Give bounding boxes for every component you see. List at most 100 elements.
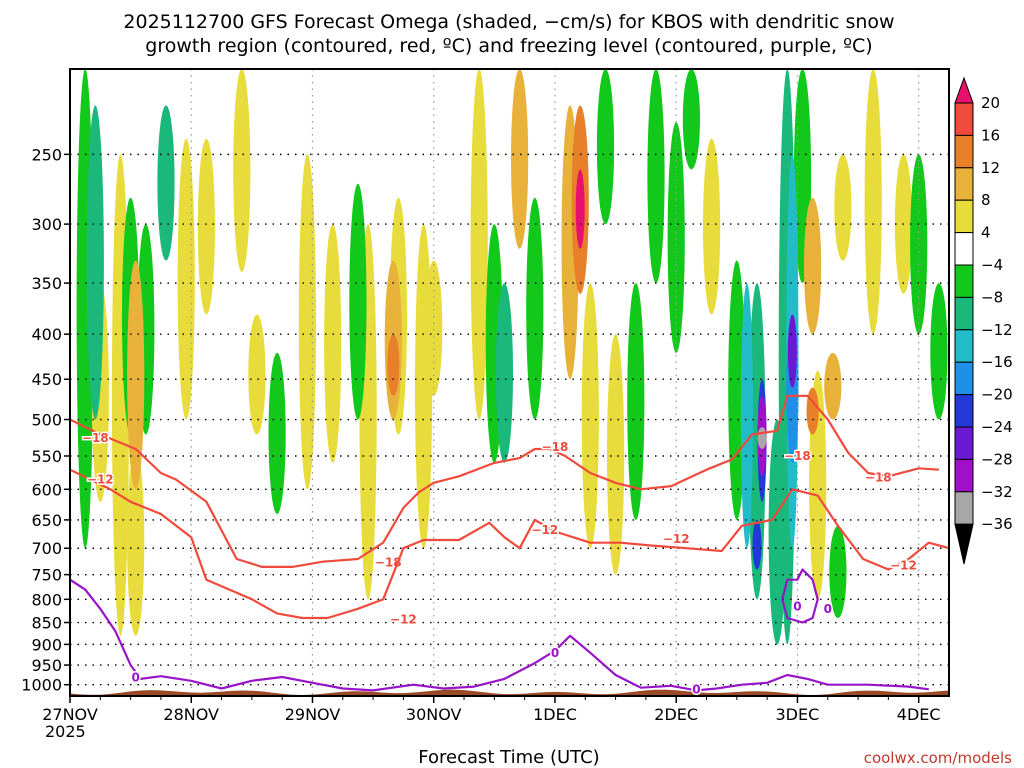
omega-feature: [667, 122, 685, 353]
y-tick-label: 950: [31, 656, 62, 675]
colorbar-bin: [954, 426, 974, 460]
colorbar-bin: [954, 296, 974, 331]
colorbar-tick-label: −28: [981, 450, 1013, 468]
y-tick-label: 700: [31, 539, 62, 558]
y-tick-label: 900: [31, 635, 62, 654]
x-tick-label: 4DEC: [897, 705, 941, 724]
omega-feature: [806, 387, 819, 435]
plot-frame: [69, 68, 950, 697]
y-axis: 250 300 350 400 450 500 550 600 650 700 750 800 850 9…: [21, 145, 70, 695]
omega-feature: [86, 105, 104, 420]
colorbar-tick-label: −12: [981, 321, 1013, 339]
colorbar-bin: [954, 199, 974, 234]
colorbar-bin: [954, 394, 974, 428]
omega-feature: [682, 69, 701, 170]
grid-lines: [70, 69, 949, 696]
colorbar-tick-label: −24: [981, 418, 1013, 436]
year-label: 2025: [45, 722, 86, 741]
omega-feature: [804, 197, 822, 335]
contour-label: −18: [784, 449, 811, 463]
omega-feature: [248, 314, 266, 435]
omega-feature: [387, 334, 400, 396]
contour-label: −12: [663, 532, 690, 546]
colorbar-tick-label: 4: [981, 224, 991, 242]
chart-title-line-1: 2025112700 GFS Forecast Omega (shaded, −…: [123, 11, 894, 33]
omega-feature: [349, 183, 367, 420]
y-tick-label: 850: [31, 614, 62, 633]
omega-feature: [127, 449, 145, 636]
y-tick-label: 1000: [21, 676, 62, 695]
y-tick-label: 500: [31, 411, 62, 430]
colorbar-tick-label: −32: [981, 483, 1013, 501]
contour-line: [70, 468, 949, 620]
colorbar-bin: [954, 134, 974, 169]
colorbar-tick-label: 20: [981, 94, 1000, 112]
colorbar-tick-label: −4: [981, 256, 1003, 274]
contour-label: −18: [542, 440, 569, 454]
chart-title-line-2: growth region (contoured, red, ºC) and f…: [145, 35, 872, 57]
y-tick-label: 450: [31, 370, 62, 389]
y-tick-label: 800: [31, 590, 62, 609]
x-tick-label: 2DEC: [654, 705, 698, 724]
colorbar-bin: [954, 491, 974, 525]
contour-label: −12: [890, 558, 917, 572]
colorbar-bin: [954, 264, 974, 298]
colorbar-bin: [954, 232, 974, 266]
omega-feature: [298, 154, 316, 490]
colorbar-tick-label: 16: [981, 126, 1000, 144]
omega-feature: [233, 69, 251, 272]
omega-feature: [910, 154, 928, 335]
omega-feature: [470, 69, 488, 420]
omega-feature: [607, 334, 625, 575]
contour-label: 0: [793, 599, 801, 613]
contour-line: [70, 394, 939, 568]
omega-feature: [495, 283, 513, 463]
contour-line: [70, 578, 929, 692]
omega-feature: [787, 314, 797, 388]
contour-label: −12: [87, 473, 114, 487]
colorbar-tick-label: −8: [981, 288, 1003, 306]
terrain-surface: [70, 689, 949, 696]
omega-feature: [757, 427, 767, 449]
y-tick-label: 400: [31, 325, 62, 344]
contour-label: −12: [532, 523, 559, 537]
x-tick-label: 28NOV: [163, 705, 219, 724]
y-tick-label: 250: [31, 145, 62, 164]
colorbar-tick-label: −16: [981, 353, 1013, 371]
contour-label: −12: [390, 612, 417, 626]
y-tick-label: 600: [31, 480, 62, 499]
omega-feature: [740, 283, 754, 549]
omega-feature: [526, 197, 544, 420]
omega-feature: [425, 260, 443, 396]
colorbar-bin: [954, 167, 974, 201]
credit-label: coolwx.com/models: [864, 749, 1012, 767]
omega-feature: [127, 260, 145, 490]
omega-feature: [824, 352, 842, 420]
y-tick-label: 650: [31, 511, 62, 530]
colorbar-bin: [954, 361, 974, 396]
contour-label: 0: [551, 646, 559, 660]
contour-label: 0: [824, 602, 832, 616]
colorbar-tick-label: −20: [981, 386, 1013, 404]
y-tick-label: 350: [31, 274, 62, 293]
y-tick-label: 750: [31, 566, 62, 585]
colorbar-tick-label: 12: [981, 159, 1000, 177]
y-tick-label: 300: [31, 215, 62, 234]
omega-feature: [197, 138, 215, 315]
colorbar-tick-label: 8: [981, 191, 991, 209]
omega-feature: [829, 525, 847, 619]
omega-feature: [581, 283, 599, 549]
y-tick-label: 550: [31, 447, 62, 466]
contour-line: [781, 568, 819, 624]
x-tick-label: 1DEC: [533, 705, 577, 724]
x-axis: 27NOV 28NOV 29NOV 30NOV 1DEC 2DEC 3DEC 4DEC: [42, 696, 941, 724]
contour-label: 0: [132, 671, 140, 685]
colorbar-bottom-arrow: [954, 523, 974, 565]
omega-feature: [703, 138, 721, 315]
colorbar-top-arrow: [954, 76, 974, 104]
colorbar-bin: [954, 458, 974, 493]
omega-feature: [157, 105, 175, 261]
omega-feature: [596, 69, 615, 225]
